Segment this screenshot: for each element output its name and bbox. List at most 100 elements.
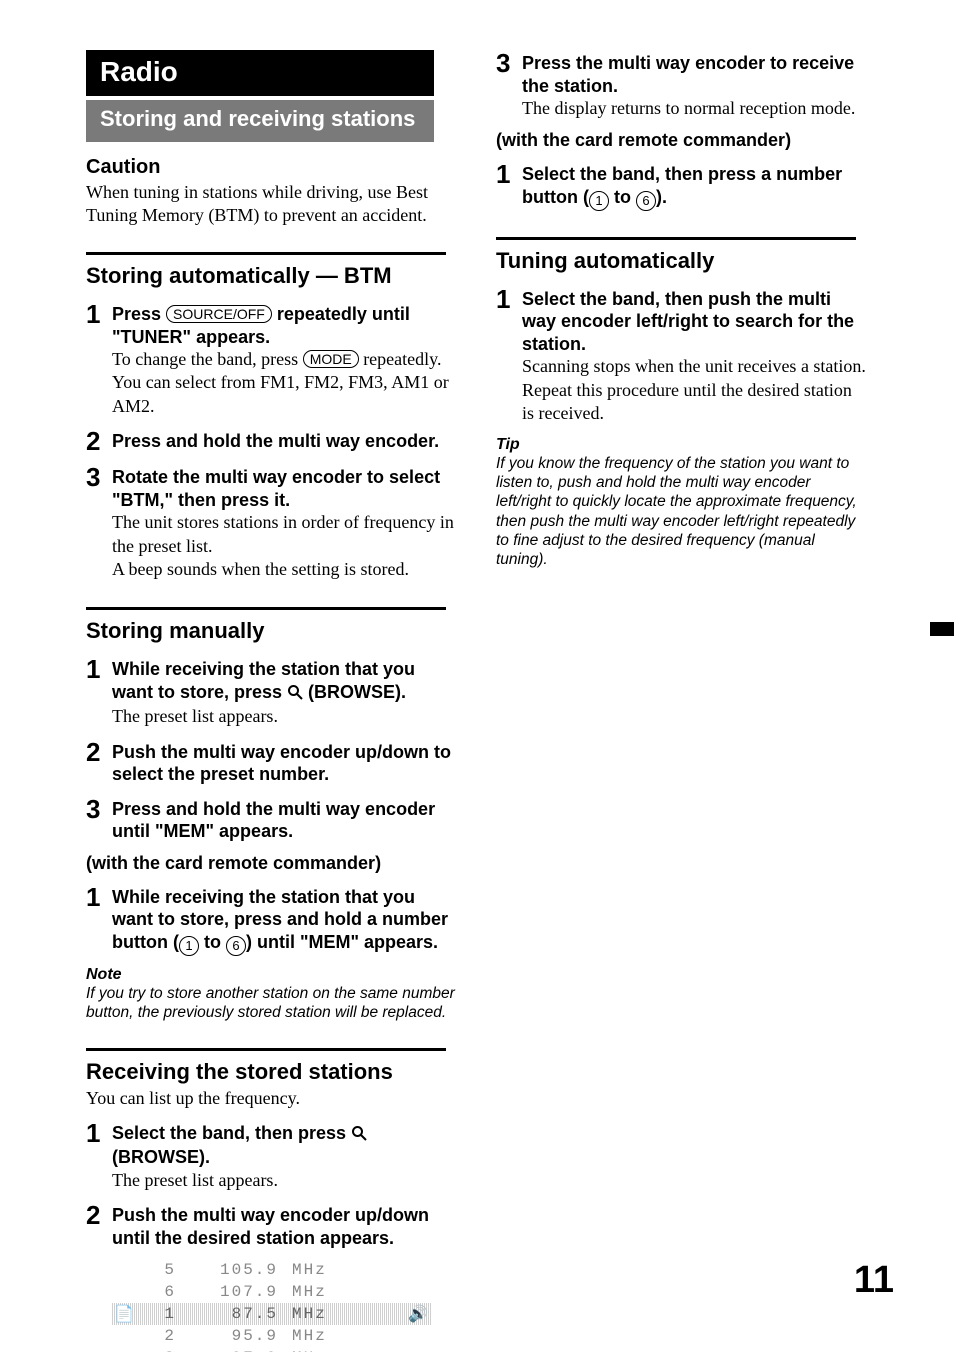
number-button-1-icon: 1	[589, 191, 609, 211]
step: 3 Press and hold the multi way encoder u…	[86, 796, 456, 843]
text: To change the band, press	[112, 349, 303, 369]
rule	[496, 237, 856, 240]
content-area: Radio Storing and receiving stations Cau…	[86, 50, 866, 1352]
step-bold: Rotate the multi way encoder to select "…	[112, 467, 440, 510]
step-plain: The preset list appears.	[112, 1170, 278, 1190]
preset-row: 295.9MHz	[112, 1325, 432, 1347]
preset-row: 397.9MHz	[112, 1347, 432, 1352]
text: (BROWSE).	[303, 682, 406, 702]
number-button-1-icon: 1	[179, 936, 199, 956]
tuning-heading: Tuning automatically	[496, 248, 866, 274]
step-number: 1	[496, 161, 522, 187]
tip-body: If you know the frequency of the station…	[496, 454, 866, 570]
note-title: Note	[86, 966, 456, 984]
receiving-intro: You can list up the frequency.	[86, 1087, 456, 1110]
preset-unit: MHz	[292, 1261, 342, 1279]
preset-unit: MHz	[292, 1283, 342, 1301]
step: 2 Push the multi way encoder up/down to …	[86, 739, 456, 786]
preset-number: 6	[136, 1283, 188, 1301]
receiving-steps: 1 Select the band, then press (BROWSE). …	[86, 1120, 456, 1249]
step-body: Push the multi way encoder up/down until…	[112, 1202, 456, 1249]
step-body: Select the band, then press (BROWSE). Th…	[112, 1120, 456, 1192]
text: Select the band, then press	[112, 1123, 351, 1143]
preset-number: 1	[136, 1305, 188, 1323]
step-plain: The unit stores stations in order of fre…	[112, 512, 454, 579]
text: to	[609, 187, 636, 207]
step: 1 Select the band, then push the multi w…	[496, 286, 866, 426]
receiving-remote-steps: 1 Select the band, then press a number b…	[496, 161, 866, 211]
preset-unit: MHz	[292, 1327, 342, 1345]
caution-body: When tuning in stations while driving, u…	[86, 181, 456, 226]
number-button-6-icon: 6	[636, 191, 656, 211]
page: Radio Storing and receiving stations Cau…	[0, 0, 954, 1352]
manual-heading: Storing manually	[86, 618, 456, 644]
step: 1 While receiving the station that you w…	[86, 656, 456, 728]
step-body: While receiving the station that you wan…	[112, 884, 456, 956]
step-number: 3	[496, 50, 522, 76]
text: Press	[112, 304, 166, 324]
step: 3 Press the multi way encoder to receive…	[496, 50, 866, 120]
btm-heading: Storing automatically — BTM	[86, 263, 456, 289]
step-bold: Push the multi way encoder up/down until…	[112, 1205, 429, 1248]
step-number: 3	[86, 464, 112, 490]
step-plain: Scanning stops when the unit receives a …	[522, 356, 866, 423]
preset-frequency: 107.9	[188, 1283, 292, 1301]
caution-heading: Caution	[86, 156, 456, 179]
step: 1 While receiving the station that you w…	[86, 884, 456, 956]
step-bold: Press SOURCE/OFF repeatedly until "TUNER…	[112, 304, 410, 347]
left-column: Radio Storing and receiving stations Cau…	[86, 50, 456, 1352]
keycap-mode: MODE	[303, 350, 359, 368]
step-body: Push the multi way encoder up/down to se…	[112, 739, 456, 786]
step-bold: Press the multi way encoder to receive t…	[522, 53, 854, 96]
text: (BROWSE).	[112, 1147, 210, 1167]
text: ).	[656, 187, 667, 207]
step-number: 1	[496, 286, 522, 312]
step-number: 1	[86, 884, 112, 910]
step: 2 Press and hold the multi way encoder.	[86, 428, 456, 454]
step-number: 1	[86, 656, 112, 682]
step: 2 Push the multi way encoder up/down unt…	[86, 1202, 456, 1249]
preset-right-icon: 🔊	[342, 1304, 432, 1324]
preset-left-icon: 📄	[112, 1304, 136, 1324]
step-number: 2	[86, 739, 112, 765]
step-number: 1	[86, 301, 112, 327]
preset-number: 2	[136, 1327, 188, 1345]
step-bold: Press and hold the multi way encoder unt…	[112, 799, 435, 842]
step-body: Press the multi way encoder to receive t…	[522, 50, 866, 120]
step-number: 3	[86, 796, 112, 822]
page-number: 11	[854, 1259, 894, 1302]
btm-steps: 1 Press SOURCE/OFF repeatedly until "TUN…	[86, 301, 456, 581]
note-body: If you try to store another station on t…	[86, 984, 456, 1023]
text: ) until "MEM" appears.	[246, 932, 438, 952]
edge-tab	[930, 622, 954, 636]
keycap-source-off: SOURCE/OFF	[166, 305, 272, 323]
preset-row: 5105.9MHz	[112, 1259, 432, 1281]
preset-unit: MHz	[292, 1305, 342, 1323]
tip-title: Tip	[496, 436, 866, 454]
preset-frequency: 87.5	[188, 1305, 292, 1323]
radio-badge: Radio	[86, 50, 434, 96]
search-icon	[287, 683, 303, 706]
step-body: Rotate the multi way encoder to select "…	[112, 464, 456, 581]
preset-display: 5105.9MHz6107.9MHz📄187.5MHz🔊295.9MHz397.…	[112, 1259, 432, 1352]
step: 1 Press SOURCE/OFF repeatedly until "TUN…	[86, 301, 456, 418]
preset-row: 📄187.5MHz🔊	[112, 1303, 432, 1325]
step-plain: The preset list appears.	[112, 706, 278, 726]
step-plain: To change the band, press MODE repeatedl…	[112, 349, 449, 416]
step-bold: Select the band, then press (BROWSE).	[112, 1123, 367, 1168]
step-body: Select the band, then push the multi way…	[522, 286, 866, 426]
step-bold: Select the band, then press a number but…	[522, 164, 842, 207]
step-number: 2	[86, 428, 112, 454]
step-body: Press SOURCE/OFF repeatedly until "TUNER…	[112, 301, 456, 418]
step: 1 Select the band, then press a number b…	[496, 161, 866, 211]
tuning-steps: 1 Select the band, then push the multi w…	[496, 286, 866, 426]
manual-steps: 1 While receiving the station that you w…	[86, 656, 456, 842]
text: Select the band, then press a number but…	[522, 164, 842, 207]
right-column: 3 Press the multi way encoder to receive…	[496, 50, 866, 1352]
remote-commander-heading: (with the card remote commander)	[496, 130, 866, 151]
rule	[86, 607, 446, 610]
receiving-steps-cont: 3 Press the multi way encoder to receive…	[496, 50, 866, 120]
preset-frequency: 105.9	[188, 1261, 292, 1279]
text: to	[199, 932, 226, 952]
step-body: Press and hold the multi way encoder.	[112, 428, 456, 453]
